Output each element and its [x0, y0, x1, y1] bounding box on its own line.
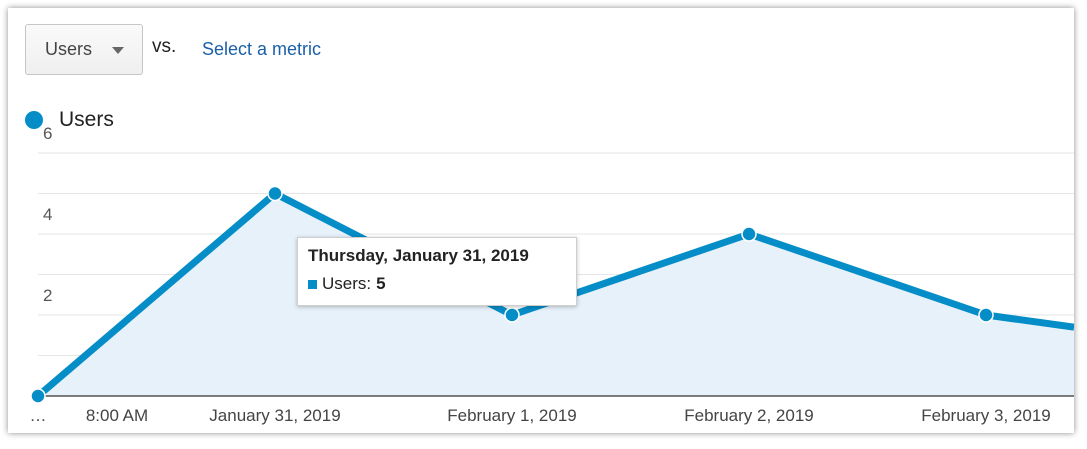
tooltip-value: 5	[376, 274, 386, 293]
tooltip-series-label: Users:	[322, 274, 372, 293]
data-point	[30, 388, 46, 404]
chart-tooltip: Thursday, January 31, 2019 Users: 5	[297, 237, 577, 306]
chart-panel: Users vs. Select a metric Users 6 4 2 … 8:00…	[8, 8, 1074, 433]
x-tick-label: February 3, 2019	[921, 406, 1050, 425]
line-chart: 6 4 2 … 8:00 AM January 31, 2019 February 1, 2…	[30, 124, 1074, 425]
select-metric-link[interactable]: Select a metric	[202, 39, 322, 59]
legend-label: Users	[59, 108, 114, 131]
x-tick-label: …	[30, 406, 47, 425]
tooltip-swatch-icon	[308, 279, 317, 289]
legend-dot-icon	[25, 111, 43, 129]
tooltip-title: Thursday, January 31, 2019	[308, 246, 529, 265]
x-tick-label: February 2, 2019	[684, 406, 813, 425]
y-tick-label: 2	[43, 286, 52, 305]
metric-dropdown-label: Users	[45, 39, 93, 59]
metric-dropdown[interactable]: Users	[25, 24, 143, 75]
data-point	[741, 226, 757, 242]
x-tick-label: January 31, 2019	[209, 406, 340, 425]
series-line	[35, 190, 1074, 399]
x-tick-label: 8:00 AM	[86, 406, 148, 425]
y-tick-label: 6	[43, 124, 52, 143]
y-tick-label: 4	[43, 205, 52, 224]
tooltip-row: Users: 5	[308, 274, 576, 294]
vs-label: vs.	[152, 36, 177, 57]
x-tick-label: February 1, 2019	[447, 406, 576, 425]
chevron-down-icon	[112, 47, 124, 54]
data-point	[978, 307, 994, 323]
data-point	[504, 307, 520, 323]
data-point	[267, 185, 283, 202]
